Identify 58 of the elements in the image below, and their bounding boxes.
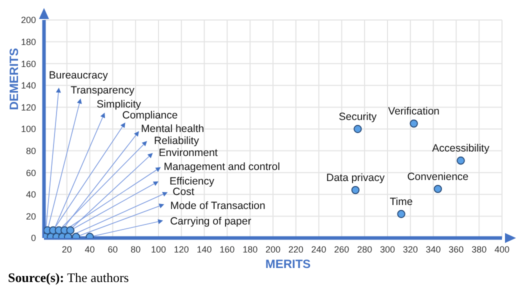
annotation: Transparency [70,84,136,96]
x-tick-label: 360 [448,244,464,254]
annotation: Management and control [164,161,280,174]
x-tick-label: 320 [402,244,418,254]
point [410,119,418,128]
x-tick-label: 240 [311,244,326,254]
y-tick-label: 40 [26,190,36,200]
y-tick-label: 200 [20,15,36,26]
point [354,124,362,134]
x-tick-label: 80 [130,244,141,254]
x-tick-label: 160 [220,244,235,254]
annotation: Verification [388,106,440,118]
annotation: Mode of Transaction [170,200,266,212]
x-axis-title: MERITS [265,257,311,271]
annotation: Efficiency [170,175,215,188]
point [397,210,406,218]
x-tick-label: 180 [242,244,258,254]
y-tick-label: 180 [20,36,36,47]
x-tick-label: 220 [288,244,304,254]
annotation: Carrying of paper [170,216,252,228]
x-tick-label: 60 [108,244,118,254]
x-tick-label: 380 [472,244,487,254]
x-tick-label: 120 [174,244,189,254]
x-tick-label: 140 [196,244,212,254]
annotation: Convenience [407,170,469,183]
x-tick-label: 400 [494,244,510,254]
annotation: Compliance [122,109,178,122]
point [456,156,465,165]
annotation: Environment [158,146,218,159]
x-tick-label: 40 [84,244,95,254]
x-tick-label: 200 [265,244,281,254]
y-tick-label: 60 [26,168,36,178]
x-tick-label: 20 [62,244,72,254]
y-tick-label: 20 [26,211,36,222]
point [434,184,442,194]
annotation: Bureaucracy [48,70,109,82]
y-tick-label: 120 [20,102,36,112]
y-tick-label: 160 [20,58,36,69]
y-tick-label: 100 [20,124,36,134]
annotation: Time [390,196,413,208]
annotation: Simplicity [96,98,142,111]
x-tick-label: 280 [357,244,372,254]
annotation: Accessibility [432,142,490,155]
x-tick-label: 100 [150,244,166,254]
annotation: Data privacy [326,172,386,184]
annotation: Cost [172,186,194,198]
y-tick-label: 0 [30,233,36,244]
annotation: Mental health [141,123,204,136]
x-tick-label: 300 [380,244,396,254]
y-tick-label: 80 [26,146,36,156]
x-tick-label: 260 [334,244,350,254]
annotation: Reliability [154,134,200,147]
x-tick-label: 340 [426,244,441,254]
source-note: Source(s): The authors [8,270,130,286]
point [351,186,360,194]
annotation: Security [338,111,378,123]
y-tick-label: 140 [20,80,36,91]
y-axis-title: DEMERITS [7,48,21,110]
